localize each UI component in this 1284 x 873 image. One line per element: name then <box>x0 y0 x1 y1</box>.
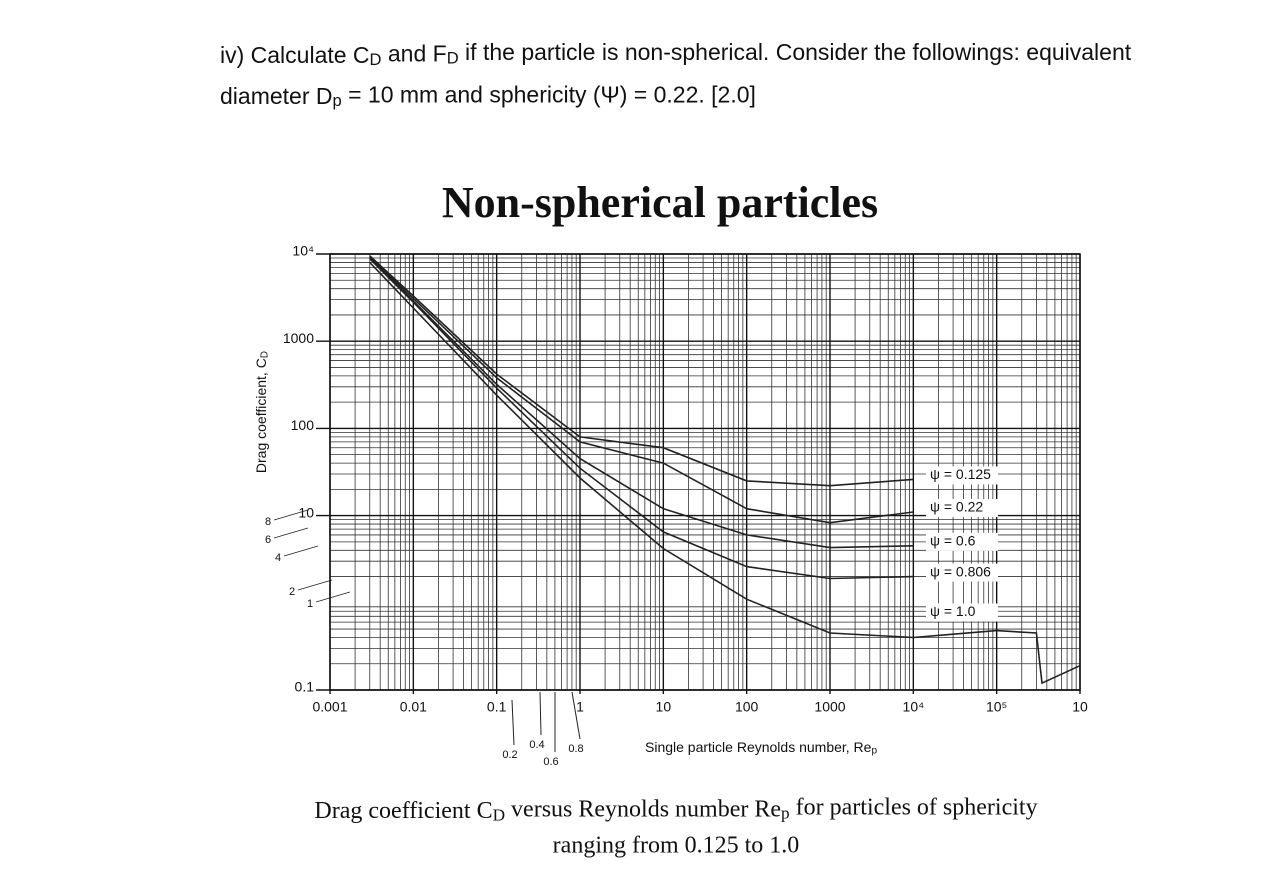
x-tick-label: 10 <box>656 699 672 715</box>
annotation: 0.6 <box>543 756 558 768</box>
question-line-part: and F <box>382 40 447 66</box>
annotation-leader <box>273 509 309 521</box>
legend-label: ψ = 0.22 <box>930 499 983 515</box>
question-line-part: iv) Calculate C <box>220 42 370 68</box>
annotation: 8 <box>265 516 271 528</box>
x-axis-label: Single particle Reynolds number, Rep <box>645 739 877 756</box>
question-line: iv) Calculate CD and FD if the particle … <box>220 39 1132 70</box>
annotation-leader <box>315 591 351 603</box>
y-axis-label: Drag coefficient, CD <box>253 351 270 473</box>
annotation-leader <box>511 699 515 746</box>
plot-frame <box>329 253 1081 691</box>
x-tick-label: 1 <box>576 699 584 715</box>
question-line-part: D <box>370 51 382 70</box>
caption-part: D <box>493 805 505 824</box>
caption: ranging from 0.125 to 1.0 <box>553 833 800 859</box>
y-tick-label: 1000 <box>283 330 314 346</box>
caption-part: for particles of sphericity <box>790 794 1038 820</box>
y-tick-label: 10⁴ <box>292 243 314 259</box>
caption-part: p <box>781 804 790 823</box>
annotation: 0.8 <box>568 743 583 755</box>
annotation: 0.4 <box>529 739 544 751</box>
annotation: 4 <box>275 552 281 564</box>
y-tick-label: 0.1 <box>295 679 315 695</box>
curve <box>369 257 914 549</box>
curve-label-bg <box>926 532 998 551</box>
x-axis-label-part: Single particle Reynolds number, Re <box>645 739 872 755</box>
curve-label-bg <box>926 563 998 582</box>
x-tick-label: 1000 <box>814 699 845 715</box>
legend-label: ψ = 0.6 <box>930 533 976 549</box>
x-tick-label: 10⁴ <box>903 699 925 715</box>
question-line-part: = 10 mm and sphericity (Ψ) = 0.22. [2.0] <box>342 81 756 107</box>
annotation-leader <box>297 579 333 591</box>
y-tick-label: 10 <box>298 504 314 520</box>
curve-label-bg <box>926 466 998 485</box>
curve-label-bg <box>926 603 998 622</box>
annotation-leader <box>539 691 542 736</box>
annotation: 6 <box>265 534 271 546</box>
question-line-part: p <box>332 92 341 111</box>
caption: Drag coefficient CD versus Reynolds numb… <box>314 794 1037 824</box>
y-axis-label-part: D <box>259 351 270 358</box>
x-tick-label: 0.1 <box>487 699 507 715</box>
annotation: 1 <box>307 598 313 610</box>
question-line: diameter Dp = 10 mm and sphericity (Ψ) =… <box>220 81 756 110</box>
question-line-part: diameter D <box>220 83 332 109</box>
annotation-leader <box>283 545 319 557</box>
x-tick-label: 100 <box>735 699 759 715</box>
curve <box>369 255 914 487</box>
caption-part: versus Reynolds number Re <box>505 796 781 822</box>
x-tick-label: 10 <box>1072 699 1088 715</box>
y-tick-label: 100 <box>291 417 315 433</box>
x-tick-label: 10⁵ <box>986 699 1007 715</box>
annotation: 2 <box>289 586 295 598</box>
y-axis-label-part: Drag coefficient, C <box>253 358 269 473</box>
curve <box>369 256 914 524</box>
annotation: 0.2 <box>502 749 517 761</box>
caption-part: Drag coefficient C <box>314 798 492 824</box>
x-axis-label-part: p <box>871 745 877 756</box>
curve <box>369 258 914 580</box>
x-tick-label: 0.001 <box>312 699 347 715</box>
annotation-leader <box>571 691 581 740</box>
curve-label-bg <box>926 498 998 517</box>
legend-label: ψ = 1.0 <box>930 603 976 619</box>
legend-label: ψ = 0.125 <box>930 466 991 482</box>
x-tick-label: 0.01 <box>400 699 427 715</box>
question-line-part: D <box>447 49 459 68</box>
chart-title: Non-spherical particles <box>442 178 878 227</box>
legend-label: ψ = 0.806 <box>930 563 991 579</box>
curve <box>369 261 1081 685</box>
question-line-part: if the particle is non-spherical. Consid… <box>459 39 1132 65</box>
annotation-leader <box>273 527 309 539</box>
